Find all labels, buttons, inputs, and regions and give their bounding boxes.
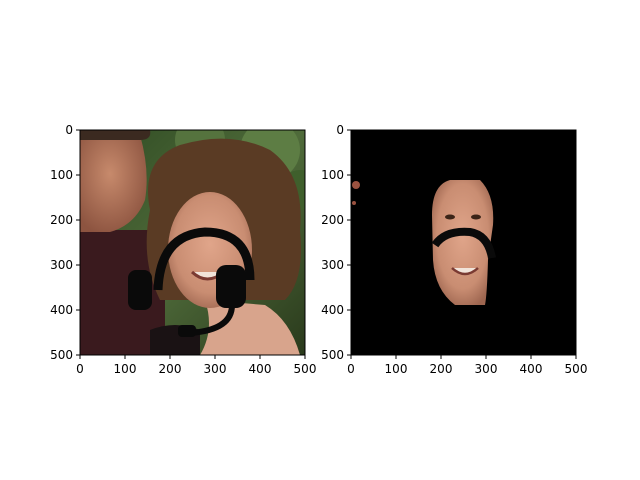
x-tick-label: 0: [347, 362, 355, 376]
x-tick-label: 0: [76, 362, 84, 376]
headset-mic-arm: [189, 304, 235, 336]
x-tick-label: 200: [159, 362, 182, 376]
segmented-eye-right: [471, 214, 481, 220]
x-tick-label: 400: [249, 362, 272, 376]
segmented-face: [432, 180, 494, 305]
segmented-smile: [451, 267, 479, 276]
x-tick-label: 300: [475, 362, 498, 376]
y-tick-label: 200: [321, 213, 344, 227]
x-tick-label: 500: [294, 362, 317, 376]
y-tick-label: 400: [321, 303, 344, 317]
headset-earcup-right: [216, 265, 246, 308]
segmented-headset-band: [431, 227, 496, 259]
x-tick-label: 200: [430, 362, 453, 376]
y-tick-label: 300: [321, 258, 344, 272]
y-tick-label: 500: [321, 348, 344, 362]
segmented-face-panel: [351, 130, 576, 355]
x-tick-label: 100: [385, 362, 408, 376]
man-face: [80, 135, 147, 232]
segmented-eye-left: [445, 214, 455, 220]
axes-frame-2: [350, 129, 577, 356]
y-tick-label: 0: [336, 123, 344, 137]
y-tick-label: 400: [50, 303, 73, 317]
woman-neck: [200, 300, 300, 355]
y-tick-label: 500: [50, 348, 73, 362]
x-tick-label: 400: [520, 362, 543, 376]
y-tick-label: 300: [50, 258, 73, 272]
y-tick-label: 0: [65, 123, 73, 137]
axes-frame-1: [79, 129, 306, 356]
original-photo-panel: [80, 130, 305, 355]
man-hair: [80, 130, 151, 140]
headset-band: [153, 227, 255, 291]
headset-earcup-left: [128, 270, 152, 310]
segmented-blob: [352, 181, 360, 189]
headset-mic: [178, 325, 196, 337]
y-tick-label: 200: [50, 213, 73, 227]
x-tick-label: 300: [204, 362, 227, 376]
y-tick-label: 100: [50, 168, 73, 182]
x-tick-label: 500: [565, 362, 588, 376]
y-tick-label: 100: [321, 168, 344, 182]
x-tick-label: 100: [114, 362, 137, 376]
segmented-blob: [352, 201, 356, 205]
